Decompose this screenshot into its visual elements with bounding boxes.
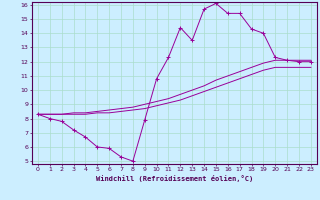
X-axis label: Windchill (Refroidissement éolien,°C): Windchill (Refroidissement éolien,°C) [96,175,253,182]
